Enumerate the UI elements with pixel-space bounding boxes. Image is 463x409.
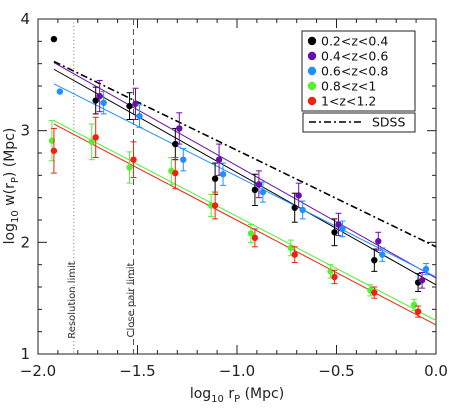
legend-label: 0.6<z<0.8 <box>321 64 388 79</box>
legend-label: 0.2<z<0.4 <box>321 34 388 49</box>
data-point <box>299 206 306 214</box>
legend-label: 0.4<z<0.6 <box>321 49 388 64</box>
legend: 0.2<z<0.40.4<z<0.60.6<z<0.80.8<z<11<z<1.… <box>301 30 416 112</box>
y-tick-label: 4 <box>20 10 30 28</box>
data-points <box>48 35 430 318</box>
legend-marker <box>307 81 317 91</box>
legend-marker <box>307 66 317 76</box>
y-tick-label: 3 <box>20 122 30 140</box>
data-point <box>251 234 259 242</box>
data-point <box>331 273 338 281</box>
data-point <box>211 202 219 209</box>
x-tick-label: 0.0 <box>424 362 448 380</box>
data-point <box>126 164 133 171</box>
data-point <box>287 244 294 252</box>
data-point <box>295 192 302 199</box>
close-pair-limit-label: Close pair limit <box>126 262 137 337</box>
y-tick-label: 1 <box>20 345 30 363</box>
data-point <box>180 156 187 163</box>
sdss-legend: SDSS <box>302 112 416 133</box>
data-point <box>50 35 58 43</box>
data-point <box>371 289 378 296</box>
resolution-limit-label: Resolution limit <box>67 261 78 339</box>
data-point <box>259 188 267 196</box>
data-point <box>335 221 342 228</box>
data-point <box>92 134 99 141</box>
data-point <box>339 225 346 233</box>
data-point <box>418 277 426 284</box>
data-point <box>56 88 64 95</box>
y-axis-title: log10 w(rP) (Mpc) <box>2 128 21 245</box>
fit-line <box>53 120 436 321</box>
fit-line <box>53 62 436 279</box>
legend-box <box>301 30 416 112</box>
data-point <box>247 230 255 237</box>
fit-lines <box>53 60 436 326</box>
data-point <box>375 238 382 245</box>
data-point <box>291 251 298 258</box>
data-point <box>327 268 334 275</box>
data-point <box>92 97 99 104</box>
data-point <box>176 125 183 132</box>
x-tick-label: −1.0 <box>219 362 255 380</box>
data-point <box>215 156 223 163</box>
data-point <box>211 175 219 182</box>
limit-lines <box>73 19 135 354</box>
sdss-legend-label: SDSS <box>372 115 405 130</box>
x-tick-label: −1.5 <box>119 362 155 380</box>
legend-marker <box>307 96 317 106</box>
data-point <box>422 265 430 273</box>
data-point <box>410 301 418 309</box>
data-point <box>255 181 263 188</box>
data-point <box>50 147 58 154</box>
data-point <box>371 257 378 264</box>
data-point <box>130 156 137 163</box>
fit-line <box>53 83 436 278</box>
data-point <box>414 308 422 315</box>
data-point <box>379 251 386 258</box>
legend-label: 0.8<z<1 <box>321 79 376 94</box>
x-tick-label: −2.0 <box>20 362 56 380</box>
data-point <box>291 204 298 211</box>
data-point <box>219 171 227 178</box>
legend-label: 1<z<1.2 <box>321 94 376 109</box>
y-tick-label: 2 <box>20 233 30 251</box>
data-point <box>132 100 139 108</box>
data-point <box>100 99 107 106</box>
data-point <box>172 169 179 177</box>
data-point <box>126 102 133 110</box>
legend-marker <box>307 51 317 61</box>
legend-entries: 0.2<z<0.40.4<z<0.60.6<z<0.80.8<z<11<z<1.… <box>307 34 388 109</box>
axis-ticks <box>37 18 437 355</box>
data-point <box>96 92 103 100</box>
data-point <box>331 229 338 236</box>
data-point <box>172 140 179 148</box>
data-point <box>251 186 259 194</box>
x-axis-title: log10 rP (Mpc) <box>190 386 284 405</box>
data-point <box>136 112 143 120</box>
legend-marker <box>307 36 317 46</box>
sdss-line <box>53 60 436 248</box>
x-tick-label: −0.5 <box>318 362 354 380</box>
tick-labels: −2.0 −1.5 −1.0 −0.5 0.0 1 2 3 4 <box>20 10 448 380</box>
data-point <box>88 138 95 146</box>
